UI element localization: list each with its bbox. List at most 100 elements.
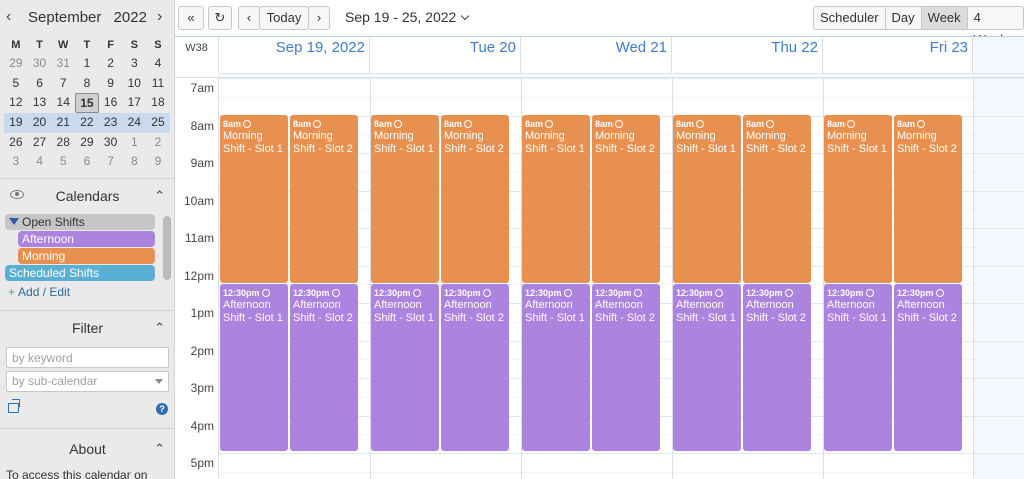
view-scheduler-button[interactable]: Scheduler [813,6,886,30]
mini-calendar-day[interactable]: 9 [154,154,162,169]
afternoon-shift-event[interactable]: 12:30pm Afternoon Shift - Slot 2 [894,284,962,451]
mini-calendar-day[interactable]: 15 [75,93,99,114]
mini-calendar-day[interactable]: 29 [80,134,94,149]
mini-calendar-day[interactable]: 31 [56,56,70,70]
afternoon-shift-event[interactable]: 12:30pm Afternoon Shift - Slot 2 [290,284,358,451]
mini-calendar-day[interactable]: 3 [130,56,138,70]
morning-shift-event[interactable]: 8am Morning Shift - Slot 1 [220,115,288,283]
mini-calendar-day[interactable]: 28 [56,134,70,149]
calendar-item-scheduled-shifts[interactable]: Scheduled Shifts [5,265,155,281]
mini-calendar-day[interactable]: 7 [59,75,67,90]
mini-calendar-day[interactable]: 20 [27,113,52,133]
calendars-title: Calendars [55,188,120,204]
mini-calendar-day[interactable]: 1 [83,56,91,70]
mini-calendar-day[interactable]: 27 [32,134,47,149]
about-section-header[interactable]: About ⌃ [0,437,174,461]
keyword-filter-input[interactable] [6,347,169,368]
mini-calendar-day[interactable]: 25 [146,113,170,133]
filter-title: Filter [71,320,104,336]
view-day-button[interactable]: Day [884,6,922,30]
day-header[interactable]: Tue 20 [370,37,521,73]
morning-shift-event[interactable]: 8am Morning Shift - Slot 2 [894,115,962,283]
morning-shift-event[interactable]: 8am Morning Shift - Slot 1 [673,115,741,283]
day-header[interactable]: Wed 21 [521,37,672,73]
day-header[interactable]: Thu 22 [672,37,823,73]
mini-calendar-day[interactable]: 29 [9,56,23,70]
date-range-selector[interactable]: Sep 19 - 25, 2022 [345,9,470,25]
subcalendar-filter-select[interactable]: by sub-calendar [6,371,169,392]
chevron-left-icon[interactable]: ‹ [6,8,12,25]
mini-calendar-day[interactable]: 2 [107,56,114,70]
mini-calendar-day[interactable]: 1 [130,134,138,149]
afternoon-shift-event[interactable]: 12:30pm Afternoon Shift - Slot 2 [441,284,509,451]
mini-calendar-day[interactable]: 13 [32,95,47,110]
afternoon-shift-event[interactable]: 12:30pm Afternoon Shift - Slot 1 [824,284,892,451]
afternoon-shift-event[interactable]: 12:30pm Afternoon Shift - Slot 2 [743,284,811,451]
mini-calendar-day[interactable]: 7 [107,154,114,169]
view-4-weeks-button[interactable]: 4 Weeks [966,6,1024,47]
morning-shift-event[interactable]: 8am Morning Shift - Slot 2 [441,115,509,283]
mini-calendar-day[interactable]: 22 [75,113,99,133]
mini-calendar-day[interactable]: 4 [154,56,162,70]
mini-calendar-day[interactable]: 30 [103,134,118,149]
calendar-item-open-shifts[interactable]: Open Shifts [5,214,155,230]
day-header[interactable]: Sep 19, 2022 [219,37,370,73]
previous-button[interactable]: ‹ [238,6,260,30]
mini-calendar-day[interactable]: 26 [9,134,23,149]
mini-calendar-day[interactable]: 12 [9,95,23,110]
mini-calendar-day[interactable]: 18 [151,95,165,110]
calendar-item-morning[interactable]: Morning [18,248,155,264]
next-button[interactable]: › [308,6,330,30]
morning-shift-event[interactable]: 8am Morning Shift - Slot 2 [592,115,660,283]
chevron-right-icon[interactable]: › [157,8,163,25]
today-button[interactable]: Today [259,6,309,30]
mini-calendar-day[interactable]: 24 [122,113,147,133]
mini-calendar-day[interactable]: 3 [12,154,20,169]
refresh-button[interactable]: ↻ [208,6,232,30]
mini-calendar-day[interactable]: 16 [103,95,118,110]
eye-icon[interactable] [10,190,24,199]
mini-calendar-day[interactable]: 4 [36,154,43,169]
calendars-section-header[interactable]: Calendars ⌃ [0,184,174,208]
mini-calendar-day[interactable]: 2 [154,134,162,149]
mini-calendar-day[interactable]: 19 [4,113,28,133]
mini-calendar-day[interactable]: 6 [36,75,43,90]
mini-calendar-day[interactable]: 23 [98,113,123,133]
view-week-button[interactable]: Week [920,6,968,30]
morning-shift-event[interactable]: 8am Morning Shift - Slot 1 [371,115,439,283]
mini-calendar-day[interactable]: 11 [151,75,165,90]
mini-calendar-day[interactable]: 30 [32,56,47,70]
help-icon[interactable]: ? [156,403,168,415]
mini-calendar-day[interactable]: 9 [107,75,114,90]
morning-shift-event[interactable]: 8am Morning Shift - Slot 1 [522,115,590,283]
mini-calendar-day[interactable]: 6 [83,154,91,169]
calendar-item-afternoon[interactable]: Afternoon [18,231,155,247]
filter-section-header[interactable]: Filter ⌃ [0,316,174,340]
mini-calendar-day[interactable]: 21 [51,113,76,133]
share-icon[interactable] [8,399,20,413]
afternoon-shift-event[interactable]: 12:30pm Afternoon Shift - Slot 1 [220,284,288,451]
day-header[interactable]: Fri 23 [823,37,973,73]
morning-shift-event[interactable]: 8am Morning Shift - Slot 1 [824,115,892,283]
afternoon-shift-event[interactable]: 12:30pm Afternoon Shift - Slot 1 [673,284,741,451]
mini-calendar-day[interactable]: 5 [59,154,67,169]
chevron-up-icon[interactable]: ⌃ [154,188,165,203]
mini-calendar-day[interactable]: 10 [127,75,141,90]
mini-calendar-day[interactable]: 14 [56,95,70,110]
calendars-scrollbar[interactable] [163,216,171,280]
mini-calendar-day[interactable]: 8 [83,75,91,90]
mini-calendar-day[interactable]: 17 [127,95,141,110]
mini-calendar-day[interactable]: 8 [130,154,138,169]
morning-shift-event[interactable]: 8am Morning Shift - Slot 2 [290,115,358,283]
chevron-up-icon[interactable]: ⌃ [154,441,165,456]
mini-calendar-day[interactable]: 5 [12,75,20,90]
afternoon-shift-event[interactable]: 12:30pm Afternoon Shift - Slot 1 [371,284,439,451]
morning-shift-event[interactable]: 8am Morning Shift - Slot 2 [743,115,811,283]
chevron-up-icon[interactable]: ⌃ [154,320,165,335]
collapse-sidebar-button[interactable]: « [178,6,204,30]
afternoon-shift-event[interactable]: 12:30pm Afternoon Shift - Slot 2 [592,284,660,451]
afternoon-shift-event[interactable]: 12:30pm Afternoon Shift - Slot 1 [522,284,590,451]
triangle-down-icon[interactable] [9,218,19,225]
event-time: 8am [220,115,288,129]
add-edit-link[interactable]: + Add / Edit [8,285,70,299]
